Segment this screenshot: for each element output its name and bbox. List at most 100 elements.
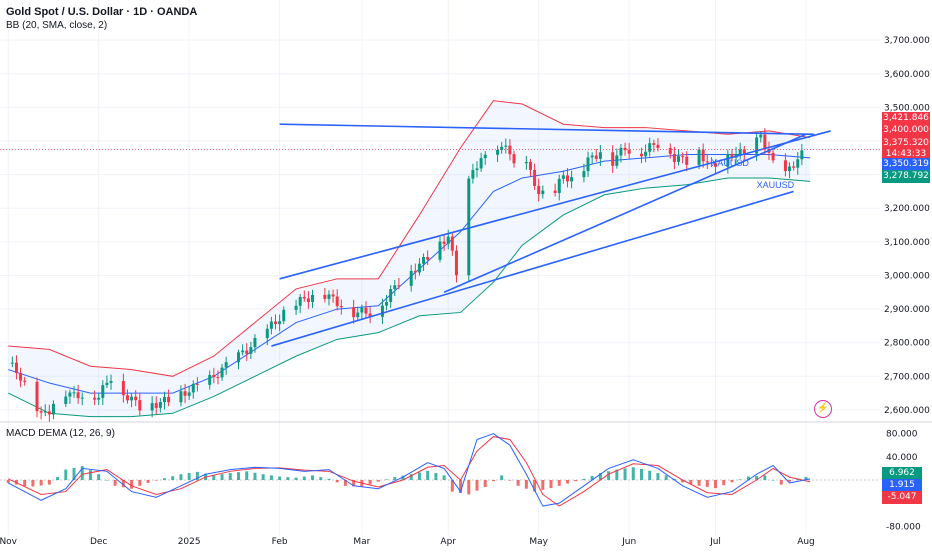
price-axis-label: 2,600.000 bbox=[884, 406, 930, 416]
macd-axis-label: 40.000 bbox=[886, 453, 918, 463]
macd-histogram-bar bbox=[714, 480, 718, 489]
candle-body bbox=[648, 143, 652, 152]
macd-histogram-bar bbox=[130, 480, 134, 489]
candle-body bbox=[537, 185, 541, 195]
candle-body bbox=[397, 285, 401, 287]
macd-histogram-bar bbox=[39, 480, 43, 486]
macd-histogram-bar bbox=[549, 480, 553, 489]
macd-histogram-bar bbox=[541, 480, 545, 490]
candle-body bbox=[380, 305, 384, 317]
candle-body bbox=[496, 150, 500, 155]
macd-histogram-bar bbox=[483, 480, 487, 487]
macd-histogram-bar bbox=[615, 469, 619, 480]
macd-histogram-bar bbox=[171, 476, 175, 480]
time-axis-label: Nov bbox=[0, 537, 18, 547]
bb-upper-line bbox=[8, 100, 811, 377]
candle-body bbox=[467, 178, 471, 276]
candle-body bbox=[639, 153, 643, 157]
candle-body bbox=[598, 152, 602, 159]
macd-histogram-bar bbox=[664, 475, 668, 480]
macd-histogram-bar bbox=[746, 476, 750, 480]
candle-body bbox=[216, 377, 220, 379]
candle-body bbox=[249, 347, 253, 354]
candle-body bbox=[51, 403, 55, 415]
macd-histogram-bar bbox=[80, 466, 84, 480]
candle-body bbox=[183, 391, 187, 396]
candle-body bbox=[130, 396, 134, 401]
macd-histogram-bar bbox=[697, 480, 701, 486]
candle-body bbox=[422, 257, 426, 264]
candle-body bbox=[105, 382, 109, 386]
macd-histogram-bar bbox=[788, 480, 792, 482]
macd-histogram-bar bbox=[72, 467, 76, 480]
candle-body bbox=[677, 156, 681, 162]
candle-body bbox=[565, 175, 569, 182]
candle-body bbox=[191, 383, 195, 393]
chart-title[interactable]: Gold Spot / U.S. Dollar · 1D · OANDA bbox=[6, 6, 198, 18]
candle-body bbox=[323, 294, 327, 299]
candle-body bbox=[368, 313, 372, 317]
candle-body bbox=[306, 298, 310, 303]
price-axis-label: 3,700.000 bbox=[884, 36, 930, 46]
candle-body bbox=[553, 190, 557, 193]
bollinger-band-fill bbox=[8, 100, 811, 417]
lightning-icon[interactable]: ⚡ bbox=[814, 400, 832, 418]
price-tag: 3,421.846 bbox=[882, 112, 930, 125]
macd-histogram-bar bbox=[417, 472, 421, 480]
candle-body bbox=[561, 175, 565, 179]
time-axis-label: Aug bbox=[797, 537, 815, 547]
candle-body bbox=[705, 161, 709, 163]
candle-body bbox=[331, 294, 335, 297]
candle-body bbox=[101, 385, 105, 398]
candle-body bbox=[245, 350, 249, 354]
macd-histogram-bar bbox=[88, 470, 92, 480]
candle-body bbox=[269, 321, 273, 329]
candle-body bbox=[726, 153, 730, 167]
price-axis-label: 2,900.000 bbox=[884, 305, 930, 315]
candle-body bbox=[150, 403, 154, 411]
macd-histogram-bar bbox=[656, 473, 660, 480]
price-axis-label: 3,200.000 bbox=[884, 204, 930, 214]
symbol-annotation: XAUUSD bbox=[711, 158, 749, 168]
candle-body bbox=[97, 397, 101, 400]
candle-body bbox=[409, 270, 413, 286]
candle-body bbox=[438, 241, 442, 260]
candle-body bbox=[93, 397, 97, 400]
macd-histogram-bar bbox=[434, 473, 438, 480]
macd-histogram-bar bbox=[393, 477, 397, 480]
candle-body bbox=[417, 263, 421, 273]
macd-histogram-bar bbox=[450, 480, 454, 492]
macd-histogram-bar bbox=[582, 478, 586, 480]
candle-body bbox=[327, 294, 331, 299]
candle-body bbox=[450, 236, 454, 251]
candle-body bbox=[162, 396, 166, 403]
candle-body bbox=[68, 392, 72, 397]
symbol-annotation: XAUUSD bbox=[757, 180, 795, 190]
price-tag: 3,375.320 bbox=[882, 137, 930, 150]
candle-body bbox=[454, 250, 458, 276]
macd-histogram-bar bbox=[557, 480, 561, 486]
price-tag: 3,278.792 bbox=[882, 170, 930, 183]
candle-body bbox=[500, 146, 504, 151]
macd-histogram-bar bbox=[401, 475, 405, 480]
bb-indicator-label[interactable]: BB (20, SMA, close, 2) bbox=[6, 20, 108, 31]
price-axis-label: 2,700.000 bbox=[884, 372, 930, 382]
candle-body bbox=[294, 305, 298, 310]
macd-histogram-bar bbox=[705, 480, 709, 487]
candle-body bbox=[220, 367, 224, 378]
candle-body bbox=[208, 374, 212, 385]
candle-body bbox=[364, 307, 368, 314]
candle-body bbox=[393, 285, 397, 290]
candle-body bbox=[167, 396, 171, 403]
macd-histogram-bar bbox=[516, 480, 520, 486]
candle-body bbox=[121, 380, 125, 396]
macd-histogram-bar bbox=[228, 473, 232, 480]
macd-histogram-bar bbox=[294, 477, 298, 480]
candle-body bbox=[755, 137, 759, 154]
candle-body bbox=[644, 151, 648, 157]
macd-histogram-bar bbox=[195, 471, 199, 480]
macd-histogram-bar bbox=[771, 480, 775, 481]
macd-indicator-label[interactable]: MACD DEMA (12, 26, 9) bbox=[6, 428, 115, 439]
